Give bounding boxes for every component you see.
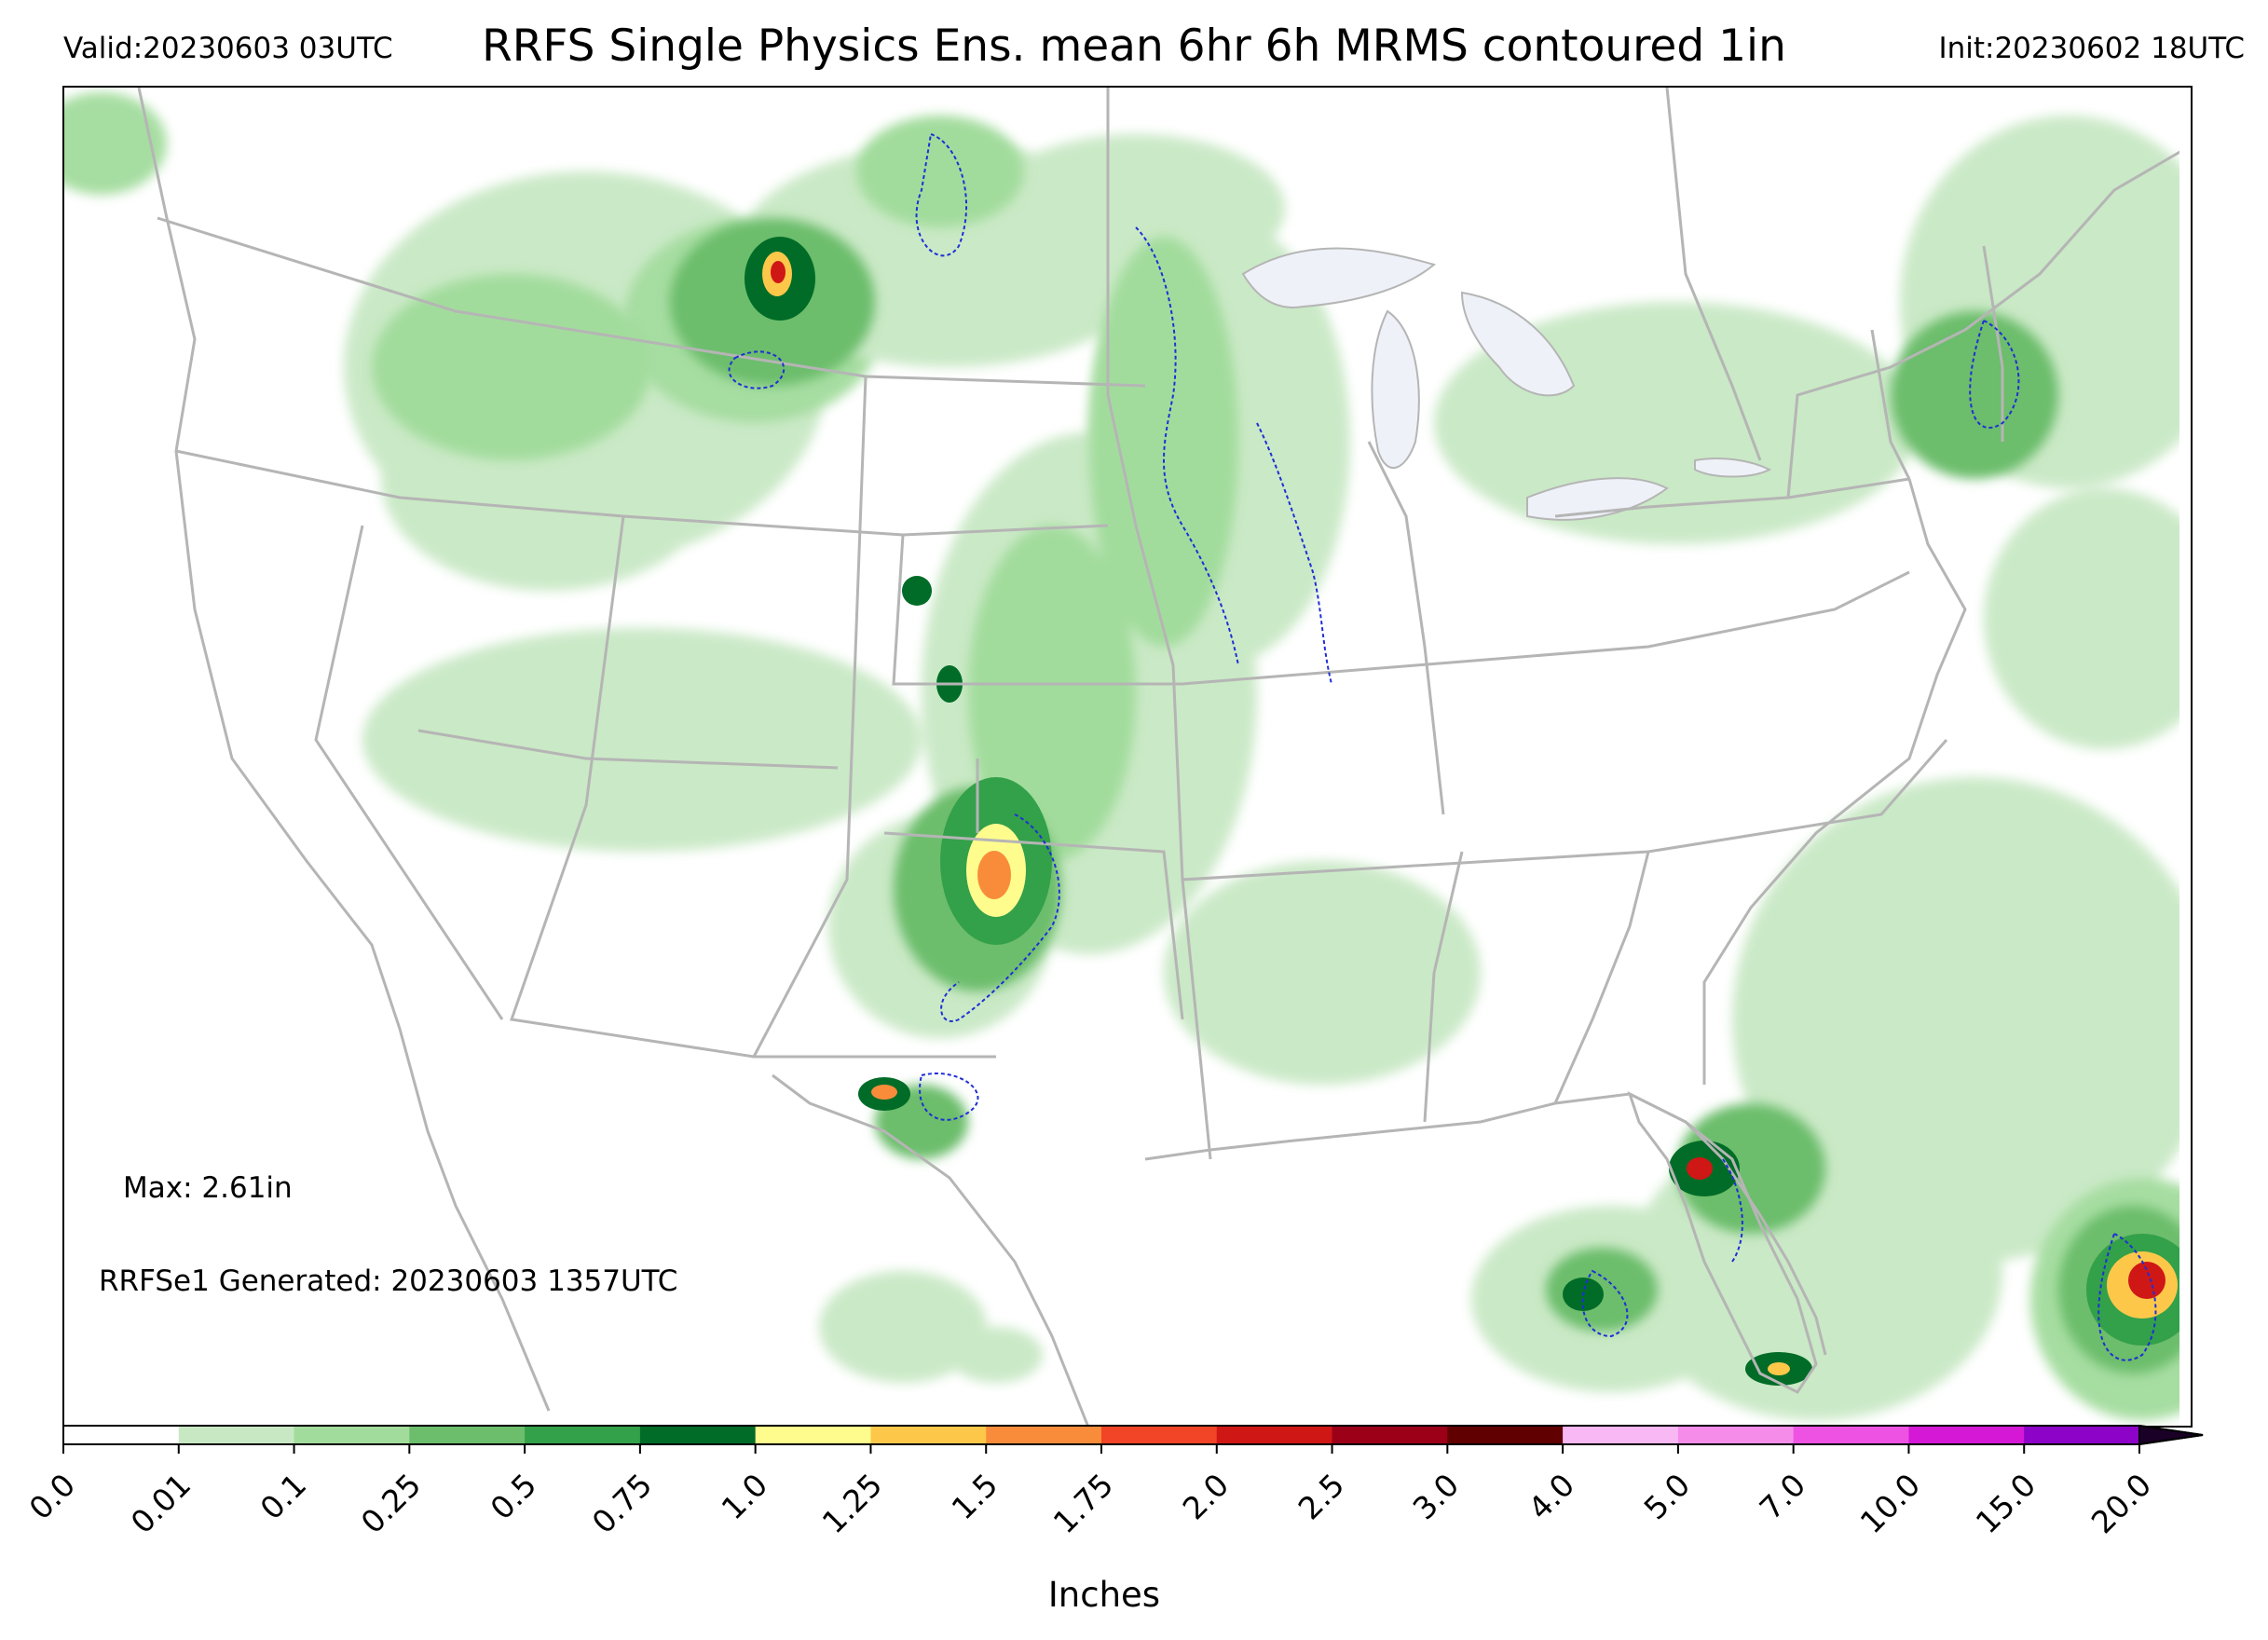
- colorbar: [62, 1424, 2204, 1454]
- colorbar-swatch: [63, 1426, 180, 1444]
- colorbar-frame: [62, 1425, 2204, 1445]
- valid-time-label: Valid:20230603 03UTC: [63, 32, 393, 65]
- colorbar-swatch: [870, 1426, 987, 1444]
- precip-heavy-layer: [745, 237, 2191, 1386]
- map-title: RRFS Single Physics Ens. mean 6hr 6h MRM…: [482, 20, 1786, 72]
- precipitation-map: [64, 88, 2191, 1426]
- colorbar-swatch: [178, 1426, 295, 1444]
- colorbar-swatch: [755, 1426, 871, 1444]
- colorbar-swatch: [1332, 1426, 1448, 1444]
- init-time-label: Init:20230602 18UTC: [1938, 32, 2245, 65]
- colorbar-swatch: [1793, 1426, 1909, 1444]
- state-borders: [137, 88, 2191, 1426]
- max-value-label: Max: 2.61in: [123, 1171, 293, 1205]
- mrms-1in-contours: [728, 132, 2157, 1361]
- colorbar-swatch: [986, 1426, 1102, 1444]
- great-lakes: [1241, 247, 1772, 521]
- colorbar-swatch: [1101, 1426, 1218, 1444]
- generated-label: RRFSe1 Generated: 20230603 1357UTC: [99, 1264, 678, 1298]
- colorbar-swatch: [1447, 1426, 1564, 1444]
- colorbar-swatch: [409, 1426, 526, 1444]
- map-panel: Max: 2.61in RRFSe1 Generated: 20230603 1…: [62, 86, 2193, 1428]
- florida-outline: [1627, 1091, 1818, 1394]
- colorbar-swatch: [1908, 1426, 2025, 1444]
- colorbar-swatch: [525, 1426, 641, 1444]
- colorbar-extend-arrow: [2138, 1424, 2204, 1446]
- colorbar-swatch: [639, 1426, 757, 1444]
- colorbar-label: Inches: [1047, 1575, 1161, 1615]
- colorbar-swatch: [294, 1426, 410, 1444]
- map-right-margin: [2179, 88, 2191, 1426]
- colorbar-swatch: [2024, 1426, 2140, 1444]
- colorbar-swatch: [1677, 1426, 1795, 1444]
- colorbar-swatch: [1563, 1426, 1679, 1444]
- colorbar-swatch: [1216, 1426, 1333, 1444]
